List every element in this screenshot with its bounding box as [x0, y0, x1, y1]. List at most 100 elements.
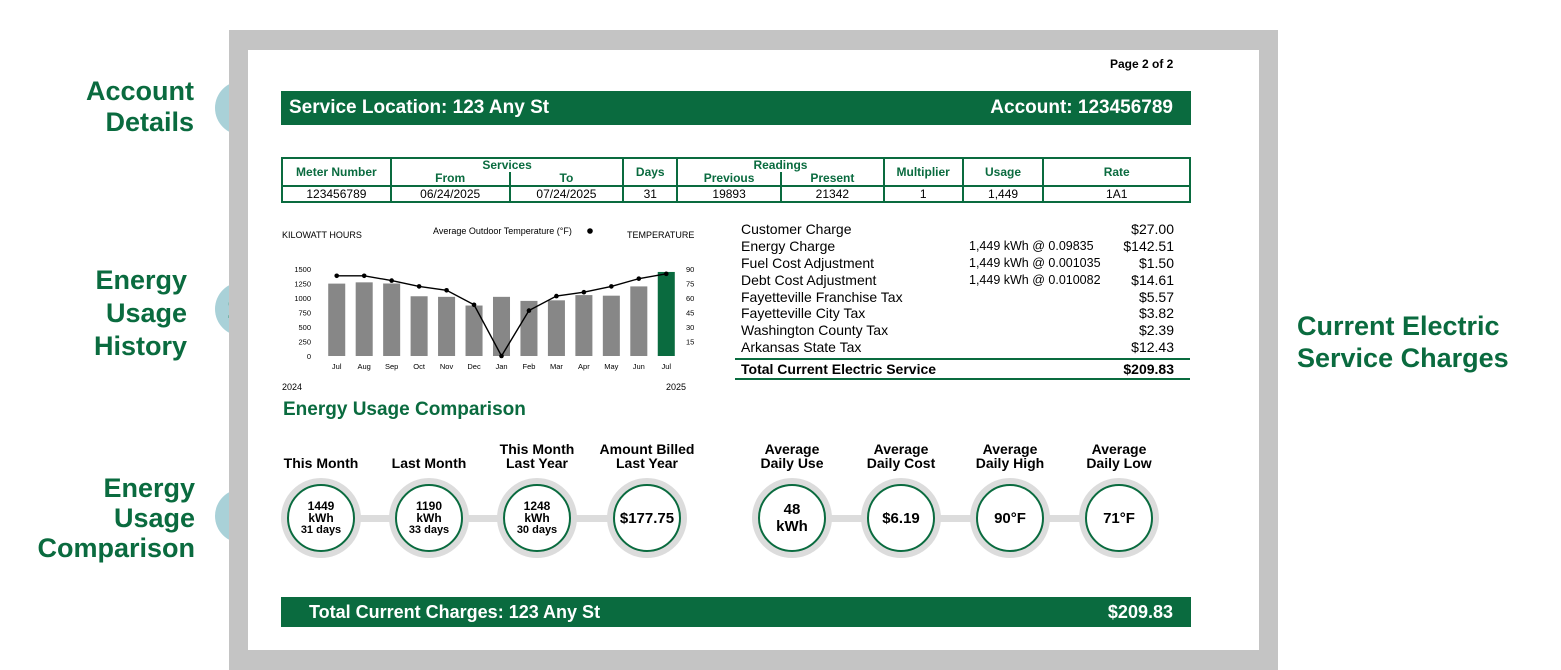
- comparison-value-line: kWh: [524, 511, 550, 525]
- from-value: 06/24/2025: [389, 185, 511, 203]
- charge-amount: $14.61: [1131, 271, 1174, 288]
- usage-bar: [328, 283, 346, 356]
- meter-number-header: Meter Number: [281, 157, 392, 187]
- usage-bar: [410, 296, 428, 356]
- callout-line: Energy: [103, 473, 195, 503]
- charge-row: Washington County Tax $2.39: [735, 322, 1190, 339]
- comparison-heading: Last Month: [369, 442, 489, 470]
- comparison-heading-line: Average: [873, 441, 929, 457]
- usage-value: 1,449: [961, 185, 1045, 203]
- page-number: Page 2 of 2: [1110, 57, 1174, 71]
- comparison-value: 1449 kWh 31 days: [287, 484, 355, 552]
- y-right-tick-label: 30: [686, 323, 694, 332]
- charge-amount: $2.39: [1138, 322, 1174, 339]
- chart-year-end: 2025: [666, 382, 686, 392]
- total-charges-footer: Total Current Charges: 123 Any St $209.8…: [281, 597, 1191, 627]
- comparison-value: 1248 kWh 30 days: [503, 484, 571, 552]
- x-tick-label: Apr: [578, 362, 590, 371]
- comparison-value-line: kWh: [416, 511, 442, 525]
- callout-charges-label: Current Electric Service Charges: [1297, 310, 1557, 374]
- rate-value: 1A1: [1042, 185, 1191, 203]
- chart-legend-label: Average Outdoor Temperature (°F): [433, 226, 572, 236]
- usage-header: Usage: [961, 157, 1045, 187]
- y-left-tick-label: 250: [298, 338, 311, 347]
- y-right-tick-label: 15: [686, 338, 694, 347]
- services-header: Services: [389, 157, 625, 172]
- comparison-heading-line: [369, 442, 489, 456]
- callout-line: Account: [86, 76, 194, 106]
- chart-legend-marker: [587, 228, 593, 234]
- charge-row: Fuel Cost Adjustment 1,449 kWh @ 0.001035…: [735, 255, 1190, 272]
- comparison-heading-line: Last Year: [615, 455, 678, 471]
- charge-amount: $3.82: [1138, 305, 1174, 322]
- comparison-circle: 1248 kWh 30 days: [497, 478, 577, 558]
- callout-line: Current Electric: [1297, 311, 1500, 341]
- callout-comparison-label: Energy Usage Comparison: [20, 473, 195, 563]
- comparison-value-line: $177.75: [619, 509, 675, 527]
- comparison-heading-line: Daily High: [975, 455, 1045, 471]
- charge-row: Customer Charge $27.00: [735, 221, 1190, 238]
- comparison-heading: Amount Billed Last Year: [587, 442, 707, 470]
- comparison-circle: 71°F: [1079, 478, 1159, 558]
- charge-label: Energy Charge: [741, 237, 836, 254]
- callout-line: Comparison: [37, 533, 195, 563]
- callout-history-label: Energy Usage History: [60, 264, 187, 363]
- charge-label: Debt Cost Adjustment: [741, 271, 877, 288]
- temperature-point: [609, 284, 614, 289]
- comparison-value: 90°F: [976, 484, 1044, 552]
- charge-label: Fuel Cost Adjustment: [741, 254, 875, 271]
- charges-total-row: Total Current Electric Service $209.83: [735, 358, 1190, 381]
- x-tick-label: Oct: [413, 362, 426, 371]
- comparison-value: $177.75: [613, 484, 681, 552]
- comparison-connector: [573, 515, 611, 522]
- chart-left-title: KILOWATT HOURS: [282, 230, 362, 240]
- y-right-tick-label: 75: [686, 280, 694, 289]
- charge-quantity: 1,449 kWh @ 0.09835: [969, 238, 1094, 253]
- electric-charges: Customer Charge $27.00 Energy Charge 1,449 …: [735, 221, 1190, 381]
- comparison-connector: [828, 515, 865, 522]
- usage-bar: [575, 295, 593, 356]
- comparison-heading-line: Daily Cost: [866, 455, 936, 471]
- charge-amount: $27.00: [1131, 221, 1174, 237]
- charge-amount: $5.57: [1138, 288, 1174, 305]
- comparison-value-line: kWh: [776, 518, 808, 535]
- comparison-heading-line: Daily Low: [1086, 455, 1152, 471]
- comparison-connector: [937, 515, 974, 522]
- comparison-heading-line: Average: [982, 441, 1038, 457]
- charge-label: Washington County Tax: [741, 322, 889, 339]
- charge-label: Arkansas State Tax: [741, 339, 862, 356]
- comparison-heading-line: Daily Use: [760, 455, 824, 471]
- comparison-heading-line: This Month: [499, 441, 575, 457]
- usage-bar: [657, 271, 675, 356]
- x-tick-label: Feb: [522, 362, 535, 371]
- x-tick-label: Jul: [332, 362, 342, 371]
- comparison-circle: 90°F: [970, 478, 1050, 558]
- charge-row: Energy Charge 1,449 kWh @ 0.09835 $142.51: [735, 238, 1190, 255]
- comparison-heading: Average Daily Cost: [841, 442, 961, 470]
- usage-bar: [602, 295, 620, 356]
- days-header: Days: [622, 157, 679, 187]
- meter-table: Meter Number Services Days Readings Mult…: [281, 157, 1191, 203]
- comparison-connector: [357, 515, 393, 522]
- temperature-point: [581, 289, 587, 295]
- comparison-circle: 48 kWh: [752, 478, 832, 558]
- usage-bar: [630, 286, 648, 356]
- comparison-heading: Average Daily High: [950, 442, 1070, 470]
- comparison-heading: This Month: [261, 442, 381, 470]
- previous-header: Previous: [676, 172, 782, 187]
- y-right-tick-label: 60: [686, 294, 694, 303]
- charge-amount: $142.51: [1123, 237, 1174, 254]
- x-tick-label: Nov: [440, 362, 454, 371]
- charge-row: Debt Cost Adjustment 1,449 kWh @ 0.010082…: [735, 272, 1190, 289]
- temperature-point: [444, 287, 449, 293]
- callout-line: Energy: [95, 265, 187, 295]
- comparison-connector: [1046, 515, 1083, 522]
- x-tick-label: Sep: [385, 362, 398, 371]
- temperature-point: [663, 271, 669, 277]
- comparison-circle: 1190 kWh 33 days: [389, 478, 469, 558]
- charge-quantity: 1,449 kWh @ 0.010082: [969, 272, 1101, 287]
- usage-bar: [492, 296, 511, 356]
- y-left-tick-label: 0: [307, 352, 311, 361]
- comparison-circle: $177.75: [607, 478, 687, 558]
- charges-total-amount: $209.83: [1123, 361, 1174, 378]
